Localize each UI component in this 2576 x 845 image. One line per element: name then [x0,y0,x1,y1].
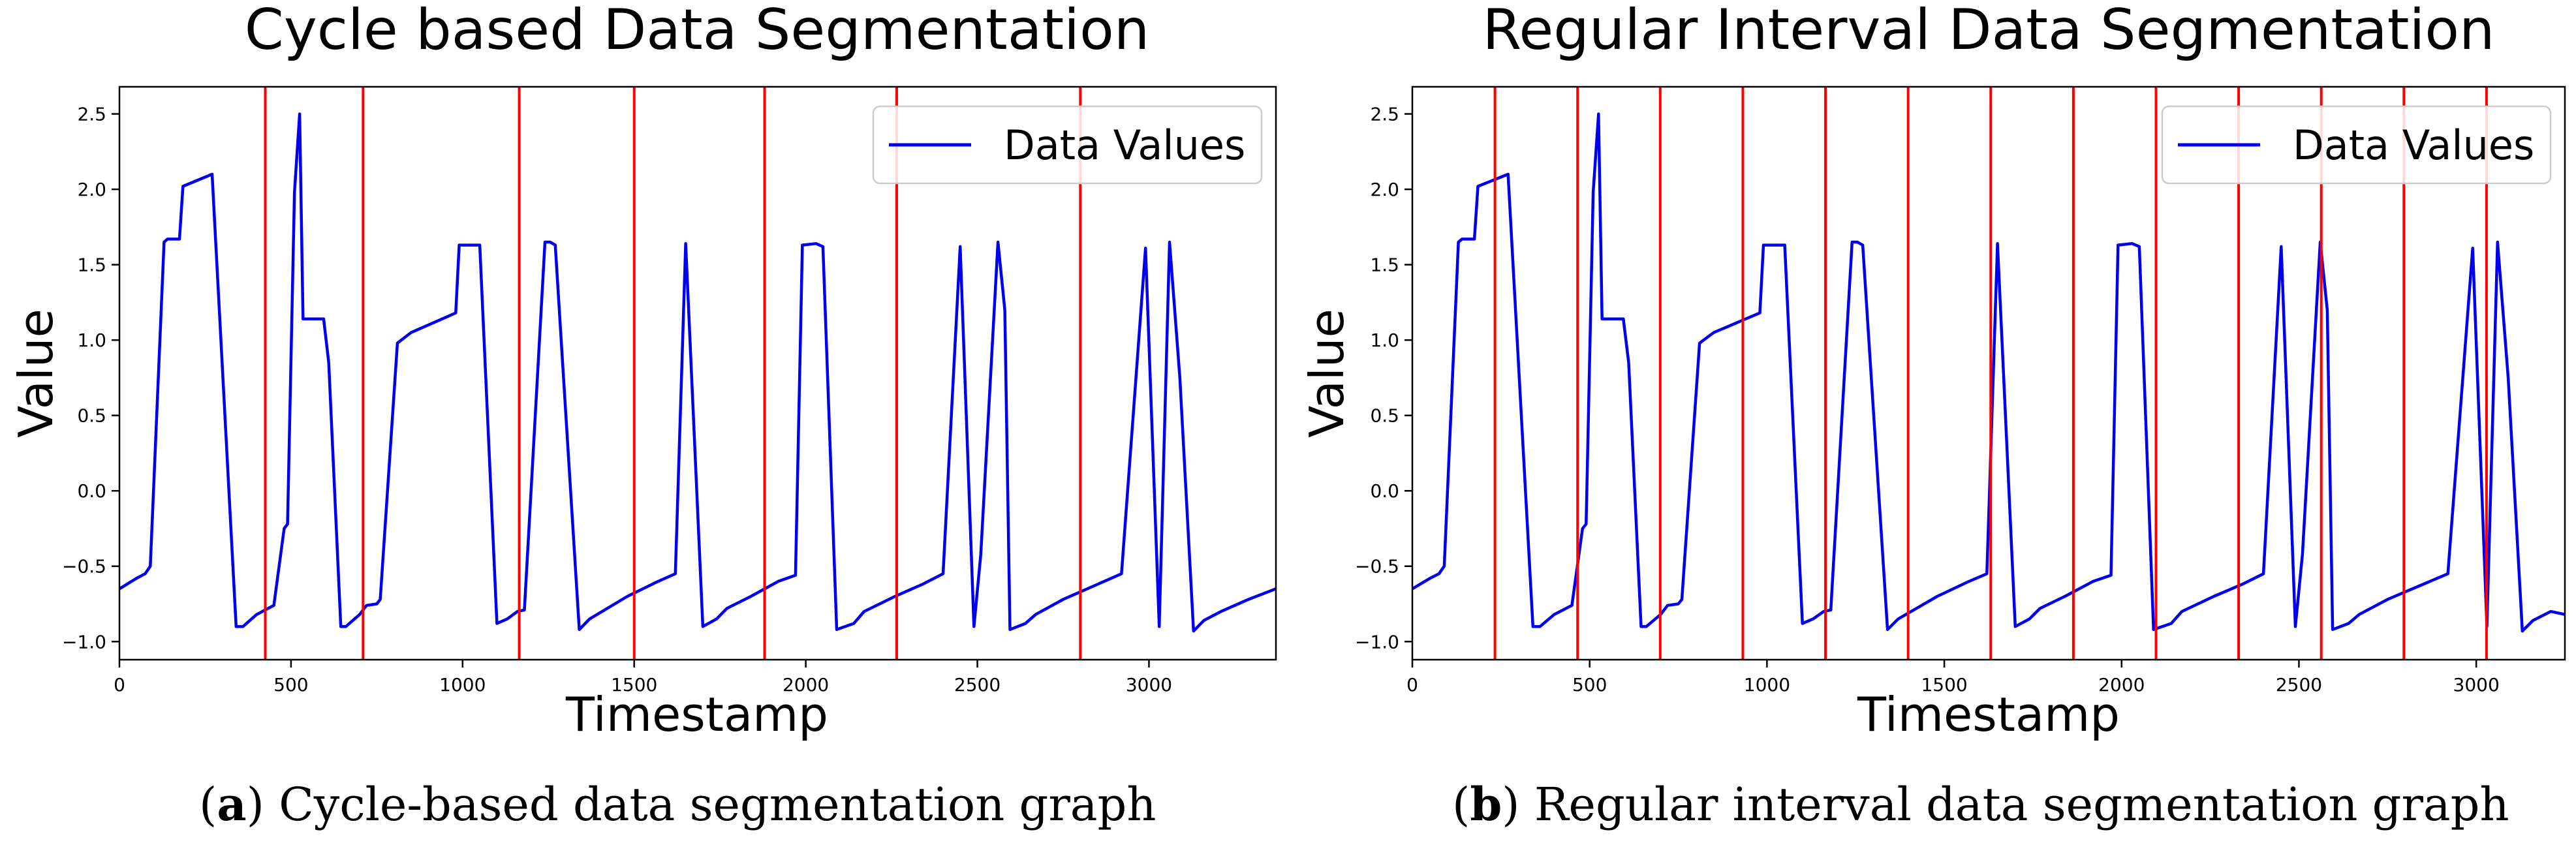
y-tick-label: 0.0 [77,480,106,502]
y-tick-label: 2.5 [77,104,106,125]
y-tick-label: −1.0 [1355,631,1399,653]
y-tick-label: −0.5 [1355,556,1399,577]
y-tick-label: 2.0 [1370,179,1399,200]
y-tick-label: 1.0 [77,330,106,351]
series-line-data-values [1412,112,2565,633]
y-tick-label: 1.5 [77,254,106,276]
y-tick-label: 1.5 [1370,254,1399,276]
axes-frame [118,85,1277,661]
x-tick-label: 2500 [2276,674,2322,696]
series-line-data-values [119,112,1276,633]
caption-b-letter: b [1470,777,1502,831]
legend: Data Values [2161,105,2552,185]
chart-regular-interval: Regular Interval Data Segmentation 0 500 1… [1299,0,2566,742]
legend: Data Values [872,105,1263,185]
chart-title: Regular Interval Data Segmentation [1483,0,2495,63]
x-tick-label: 1000 [439,674,486,696]
x-tick-label: 1500 [1921,674,1967,696]
y-tick-label: 0.5 [1370,405,1399,427]
caption-a: (a) Cycle-based data segmentation graph [199,775,1156,834]
caption-b-text: Regular interval data segmentation graph [1519,778,2509,831]
y-tick-label: 0.0 [1370,480,1399,502]
legend-label: Data Values [2293,121,2534,169]
x-tick-label: 0 [1406,674,1418,696]
caption-b: (b) Regular interval data segmentation g… [1452,775,2509,834]
caption-a-open: ( [199,778,217,831]
x-tick-label: 0 [114,674,125,696]
legend-label: Data Values [1004,121,1245,169]
caption-a-close: ) [246,778,264,831]
x-axis-label: Timestamp [565,687,828,742]
caption-a-text: Cycle-based data segmentation graph [264,778,1156,831]
x-tick-label: 1000 [1744,674,1790,696]
chart-title: Cycle based Data Segmentation [245,0,1149,63]
x-tick-label: 500 [1572,674,1607,696]
plot-area: 0 500 1000 1500 2000 2500 3000 −1.0 −0.5 0.0 0.5 1.… [62,85,1277,696]
y-axis-label: Value [8,309,63,438]
chart-cycle-based: Cycle based Data Segmentation 0 500 1000 15… [8,0,1277,742]
caption-b-close: ) [1502,778,1520,831]
plot-area: 0 500 1000 1500 2000 2500 3000 −1.0 −0.5 0.0 0.5 1.… [1355,85,2566,696]
x-tick-label: 500 [273,674,308,696]
x-tick-label: 2000 [2098,674,2145,696]
x-tick-label: 1500 [611,674,657,696]
x-tick-label: 3000 [1126,674,1172,696]
y-axis-label: Value [1299,309,1354,438]
x-axis-label: Timestamp [1857,687,2120,742]
y-tick-label: −0.5 [62,556,106,577]
y-tick-label: 2.0 [77,179,106,200]
caption-b-open: ( [1452,778,1470,831]
y-tick-label: 0.5 [77,405,106,427]
x-tick-label: 2500 [954,674,1001,696]
axes-frame [1411,85,2566,661]
y-tick-label: −1.0 [62,631,106,653]
y-tick-label: 1.0 [1370,330,1399,351]
x-tick-label: 3000 [2453,674,2500,696]
y-tick-label: 2.5 [1370,104,1399,125]
legend-box [2161,105,2552,185]
x-tick-label: 2000 [783,674,829,696]
caption-a-letter: a [217,777,247,831]
legend-box [872,105,1263,185]
